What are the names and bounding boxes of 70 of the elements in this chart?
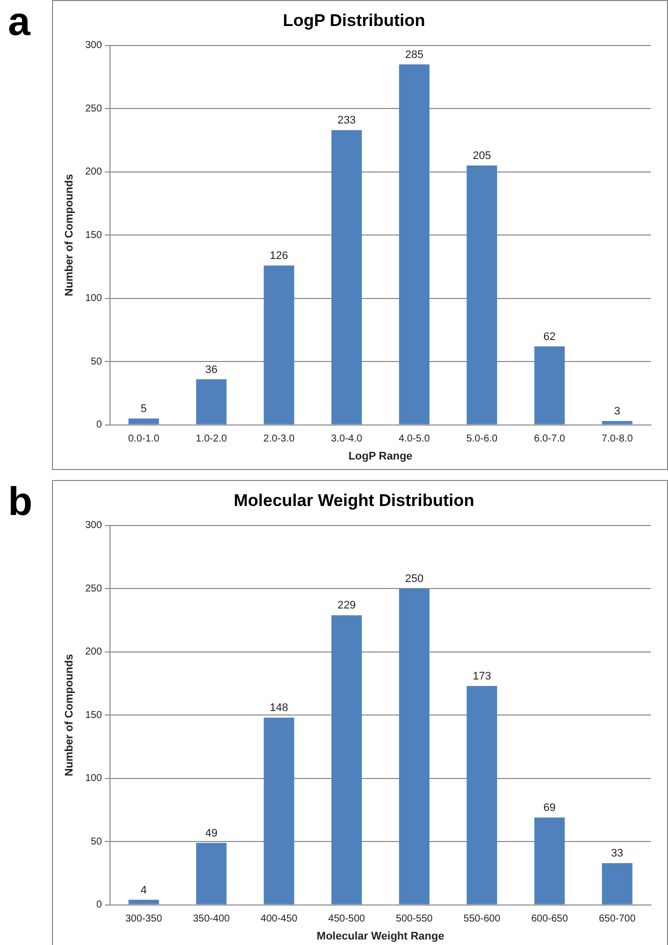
data-label: 33 <box>611 848 624 860</box>
bar <box>602 863 632 904</box>
data-label: 69 <box>543 802 556 814</box>
x-tick-label: 2.0-3.0 <box>263 434 295 445</box>
bar <box>602 421 632 424</box>
bar <box>331 615 362 904</box>
data-label: 3 <box>614 406 620 418</box>
y-tick-label: 300 <box>85 40 102 52</box>
data-label: 36 <box>205 364 218 376</box>
data-label: 229 <box>337 600 356 612</box>
y-tick-label: 300 <box>85 520 102 532</box>
bar <box>399 588 430 904</box>
bar <box>466 686 498 904</box>
x-axis-title: LogP Range <box>348 450 412 462</box>
x-tick-label: 500-550 <box>396 914 434 925</box>
bar <box>264 265 294 424</box>
bar <box>399 64 430 424</box>
bar <box>534 818 565 904</box>
bar <box>128 900 159 904</box>
data-label: 173 <box>472 670 492 683</box>
x-tick-label: 600-650 <box>531 914 568 925</box>
text: a <box>8 0 30 44</box>
data-label: 285 <box>405 48 424 61</box>
x-tick-label: 5.0-6.0 <box>466 434 498 445</box>
x-tick-label: 650-700 <box>598 914 636 925</box>
x-tick-label: 1.0-2.0 <box>196 434 228 445</box>
y-axis-title: Number of Compounds <box>64 654 76 776</box>
y-tick-label: 0 <box>96 420 102 431</box>
y-tick-label: 150 <box>85 710 102 721</box>
y-tick-label: 250 <box>85 103 102 114</box>
data-label: 148 <box>270 702 288 714</box>
bar <box>196 842 227 904</box>
bar <box>534 346 565 424</box>
data-label: 4 <box>140 884 147 896</box>
x-axis-title: Molecular Weight Range <box>316 930 444 942</box>
data-label: 233 <box>337 114 356 127</box>
x-tick-label: 3.0-4.0 <box>331 434 363 445</box>
y-tick-label: 0 <box>96 900 102 911</box>
y-axis-title: Number of Compounds <box>64 174 76 296</box>
x-tick-label: 7.0-8.0 <box>602 434 634 445</box>
bar <box>264 718 294 904</box>
x-tick-label: 300-350 <box>125 914 162 925</box>
x-tick-label: 550-600 <box>464 914 501 925</box>
data-label: 126 <box>270 250 288 262</box>
y-tick-label: 150 <box>85 230 102 241</box>
bar <box>128 418 159 424</box>
chart-title: LogP Distribution <box>282 10 426 30</box>
text: b <box>8 480 32 524</box>
data-label: 62 <box>543 330 556 343</box>
x-tick-label: 6.0-7.0 <box>534 434 566 445</box>
x-tick-label: 0.0-1.0 <box>128 434 160 445</box>
y-tick-label: 100 <box>85 773 102 784</box>
data-label: 5 <box>140 403 147 416</box>
y-tick-label: 250 <box>85 583 102 594</box>
bar <box>196 379 227 424</box>
y-tick-label: 200 <box>85 166 102 178</box>
x-tick-label: 350-400 <box>192 914 230 925</box>
x-tick-label: 400-450 <box>260 914 298 925</box>
data-label: 250 <box>405 573 424 586</box>
x-tick-label: 4.0-5.0 <box>398 434 430 445</box>
bar <box>466 166 498 424</box>
y-tick-label: 200 <box>85 646 102 658</box>
x-tick-label: 450-500 <box>328 914 366 925</box>
data-label: 49 <box>205 827 218 840</box>
y-tick-label: 50 <box>90 836 102 848</box>
data-label: 205 <box>472 150 492 162</box>
y-tick-label: 50 <box>90 356 102 368</box>
bar <box>331 130 362 424</box>
chart-title: Molecular Weight Distribution <box>234 490 474 510</box>
y-tick-label: 100 <box>85 293 102 304</box>
